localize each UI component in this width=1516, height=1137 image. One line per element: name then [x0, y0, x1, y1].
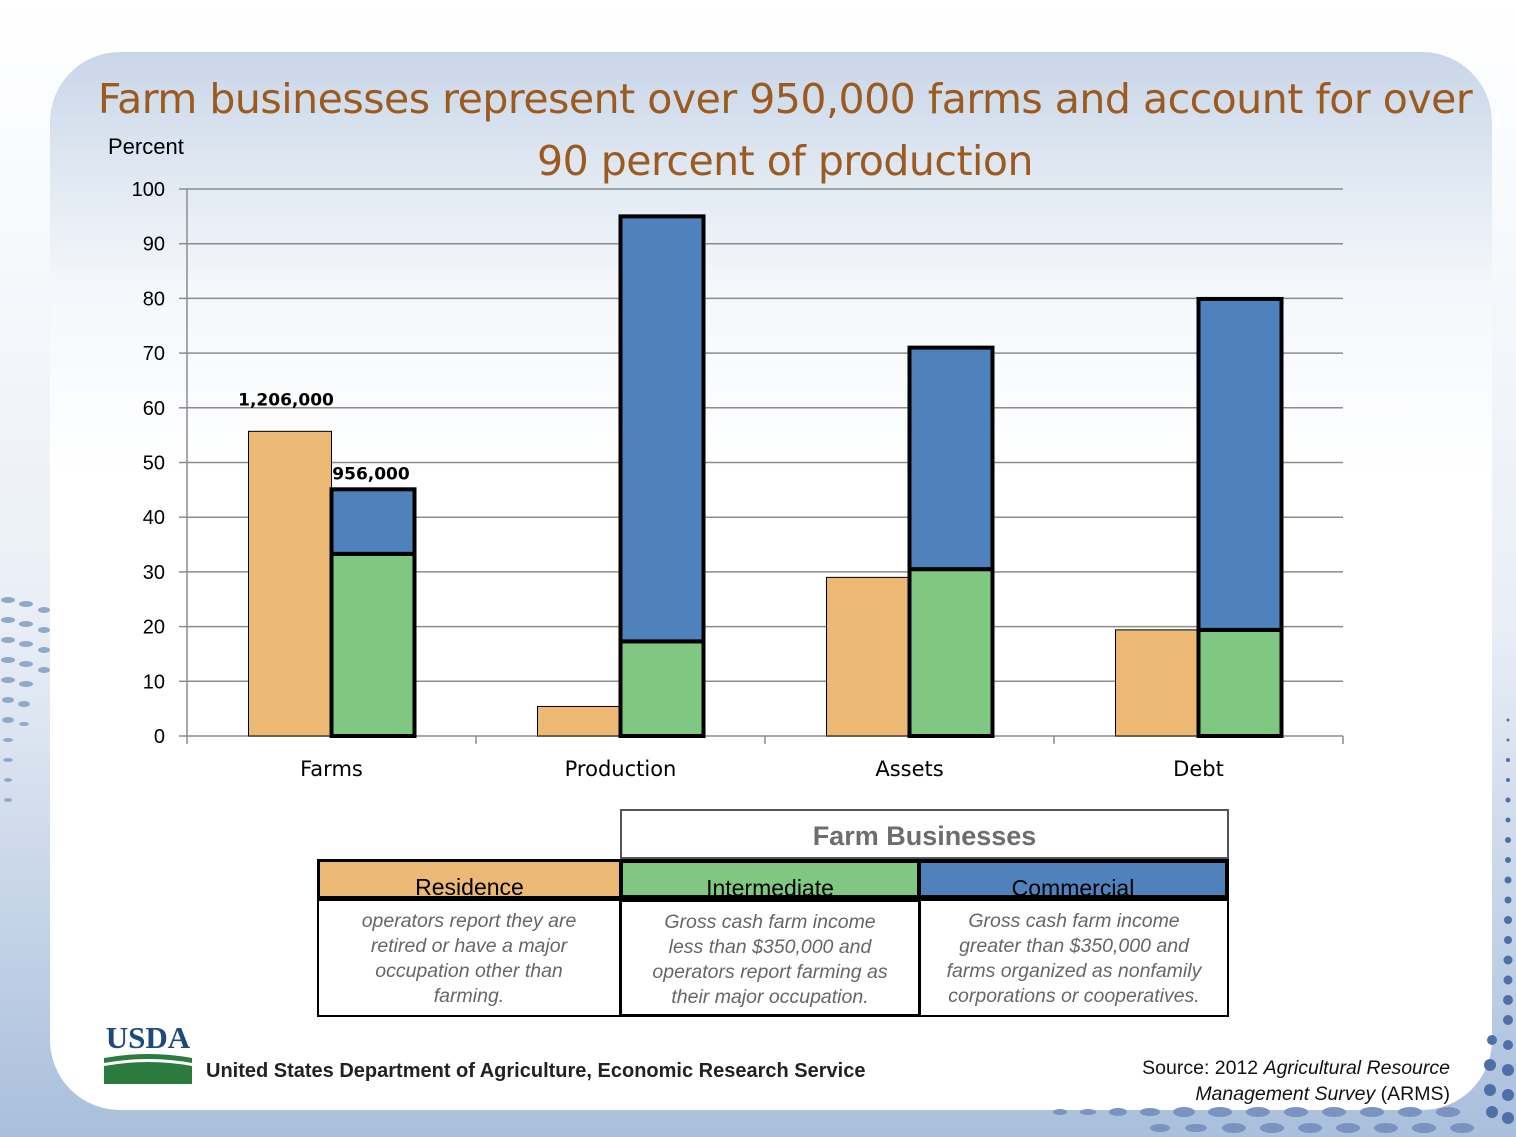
x-tick-label: Debt — [1173, 757, 1224, 781]
bar-commercial-debt[interactable] — [1196, 296, 1284, 632]
bar-residence-farms[interactable] — [248, 430, 332, 737]
desc-line: retired or have a major — [370, 935, 568, 957]
source-title-part-2: Management Survey — [1195, 1083, 1376, 1105]
y-tick-label: 60 — [143, 398, 165, 420]
bar-chart: 0 10 20 30 40 50 60 70 80 90 100 Percent Farms 1,206,… — [108, 134, 1344, 781]
bar-residence-debt[interactable] — [1115, 629, 1199, 737]
chart-title: Farm businesses represent over 950,000 f… — [60, 68, 1510, 192]
bar-commercial-assets[interactable] — [907, 345, 995, 572]
chart-title-line-1: Farm businesses represent over 950,000 f… — [97, 75, 1473, 123]
desc-line: farming. — [433, 985, 505, 1007]
desc-line: their major occupation. — [671, 986, 869, 1008]
bar-commercial-production[interactable] — [618, 214, 706, 644]
bar-intermediate-assets[interactable] — [907, 567, 995, 738]
y-tick-label: 10 — [143, 671, 165, 693]
y-tick-label: 0 — [154, 726, 165, 748]
desc-line: greater than $350,000 and — [959, 935, 1189, 957]
farm-businesses-header: Farm Businesses — [620, 809, 1229, 859]
legend-residence[interactable]: Residence — [317, 859, 619, 899]
desc-line: operators report they are — [361, 910, 577, 932]
bar-residence-production[interactable] — [537, 705, 621, 737]
legend-intermediate-description: Gross cash farm income less than $350,00… — [619, 899, 921, 1017]
source-suffix: (ARMS) — [1375, 1083, 1450, 1105]
decorative-dots-left — [1, 597, 50, 802]
y-tick-label: 20 — [143, 617, 165, 639]
y-tick-label: 90 — [143, 234, 165, 256]
legend-intermediate[interactable]: Intermediate — [619, 859, 921, 899]
y-tick-label: 100 — [132, 179, 165, 201]
x-tick-label: Farms — [300, 757, 363, 781]
desc-line: Gross cash farm income — [968, 910, 1180, 932]
footer-agency: United States Department of Agriculture,… — [206, 1060, 866, 1082]
chart-title-line-2: 90 percent of production — [537, 137, 1033, 185]
footer-source: Source: 2012 Agricultural Resource Manag… — [1060, 1055, 1450, 1107]
y-tick-label: 70 — [143, 343, 165, 365]
desc-line: less than $350,000 and — [668, 936, 872, 958]
bar-intermediate-farms[interactable] — [329, 551, 417, 738]
data-label: 956,000 — [332, 464, 410, 484]
y-axis-label: Percent — [108, 134, 184, 159]
desc-line: farms organized as nonfamily — [946, 960, 1202, 982]
x-tick-label: Production — [565, 757, 677, 781]
usda-logo: USDA — [104, 1022, 192, 1084]
desc-line: corporations or cooperatives. — [948, 985, 1200, 1007]
y-tick-label: 40 — [143, 507, 165, 529]
source-prefix: Source: 2012 — [1142, 1057, 1264, 1079]
desc-line: Gross cash farm income — [664, 911, 876, 933]
desc-line: occupation other than — [375, 960, 563, 982]
decorative-dots-bottom — [1053, 1107, 1474, 1133]
legend-commercial[interactable]: Commercial — [921, 859, 1229, 899]
source-title-part-1: Agricultural Resource — [1263, 1057, 1450, 1079]
y-tick-label: 30 — [143, 562, 165, 584]
source-line-2: Management Survey (ARMS) — [1060, 1081, 1450, 1107]
bar-intermediate-production[interactable] — [618, 639, 706, 739]
legend-commercial-description: Gross cash farm income greater than $350… — [921, 899, 1229, 1017]
y-tick-label: 80 — [143, 288, 165, 310]
bar-residence-assets[interactable] — [826, 576, 910, 737]
decorative-dots-right — [1484, 718, 1514, 1124]
desc-line: operators report farming as — [652, 961, 888, 983]
y-tick-label: 50 — [143, 453, 165, 475]
legend-residence-description: operators report they are retired or hav… — [317, 899, 619, 1017]
bar-commercial-farms[interactable] — [329, 487, 417, 556]
source-line-1: Source: 2012 Agricultural Resource — [1060, 1055, 1450, 1081]
usda-logo-text: USDA — [106, 1022, 191, 1055]
x-tick-label: Assets — [875, 757, 943, 781]
data-label: 1,206,000 — [238, 390, 334, 410]
bar-intermediate-debt[interactable] — [1196, 627, 1284, 739]
